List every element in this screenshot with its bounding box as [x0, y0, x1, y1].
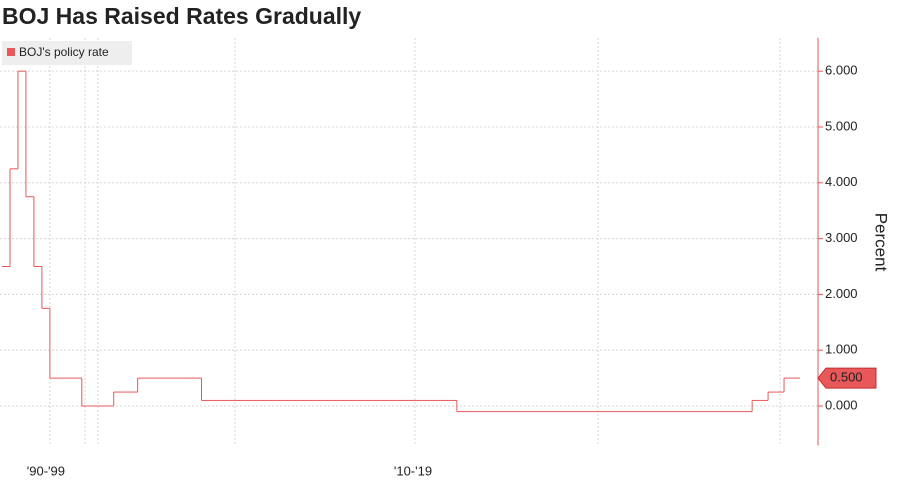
y-tick-label: 3.000	[825, 230, 858, 245]
legend-swatch	[7, 48, 15, 56]
x-tick-label: '10-'19	[394, 463, 432, 478]
x-tick-label: '90-'99	[27, 463, 65, 478]
period-separators	[49, 38, 781, 446]
y-tick-label: 2.000	[825, 286, 858, 301]
y-tick-label: 5.000	[825, 118, 858, 133]
value-label: 0.500	[830, 370, 863, 385]
y-tick-label: 0.000	[825, 397, 858, 412]
chart-title: BOJ Has Raised Rates Gradually	[2, 3, 361, 29]
y-axis-label: Percent	[872, 213, 891, 272]
y-tick-label: 6.000	[825, 63, 858, 78]
y-tick-label: 1.000	[825, 342, 858, 357]
y-tick-label: 4.000	[825, 174, 858, 189]
legend-box	[2, 41, 132, 65]
legend-label: BOJ's policy rate	[19, 45, 109, 59]
value-flag	[817, 367, 877, 389]
